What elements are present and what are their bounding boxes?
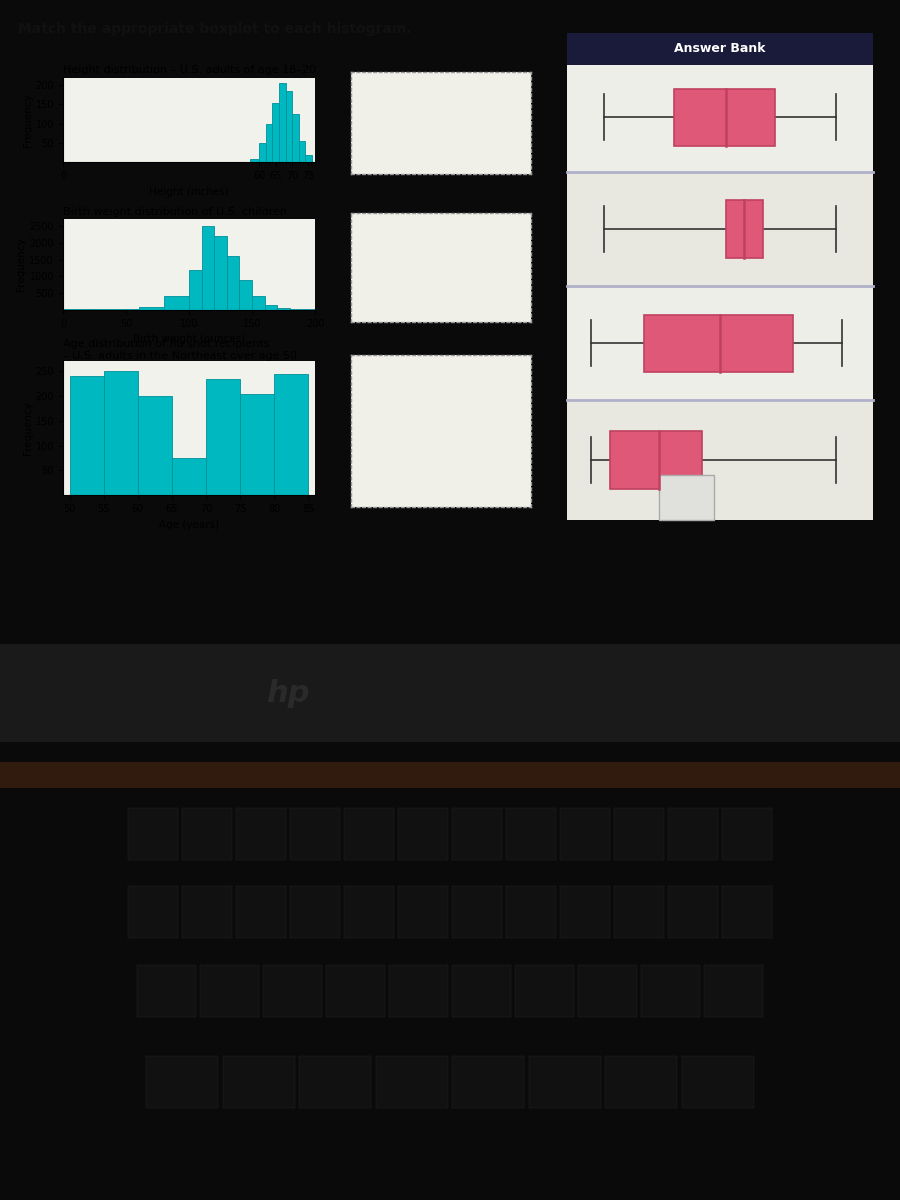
Text: Answer Bank: Answer Bank — [674, 42, 766, 55]
Text: Match the appropriate boxplot to each histogram.: Match the appropriate boxplot to each hi… — [18, 22, 411, 36]
Bar — [299, 142, 305, 162]
Bar — [452, 965, 510, 1016]
Bar — [236, 808, 285, 860]
Bar — [560, 808, 610, 860]
Bar — [290, 808, 339, 860]
Bar — [189, 270, 202, 310]
Bar — [376, 1056, 448, 1109]
Bar — [668, 886, 718, 938]
Bar — [614, 886, 664, 938]
Bar — [128, 808, 177, 860]
Bar — [214, 236, 227, 310]
Bar — [344, 808, 393, 860]
Text: Age distribution of flu shot recipients
– U.S. adults in the Northeast over age : Age distribution of flu shot recipients … — [63, 340, 297, 361]
Bar — [277, 308, 290, 310]
Bar — [452, 808, 502, 860]
Bar — [285, 91, 292, 162]
Bar — [273, 102, 279, 162]
Bar — [579, 965, 637, 1016]
Bar — [668, 808, 718, 860]
Bar — [137, 965, 195, 1016]
Bar — [344, 886, 393, 938]
Bar — [274, 374, 308, 496]
Bar — [398, 808, 447, 860]
Bar — [266, 124, 273, 162]
Bar — [641, 965, 700, 1016]
Bar — [202, 226, 214, 310]
Bar — [290, 886, 339, 938]
Bar — [279, 83, 285, 162]
Bar — [644, 314, 794, 372]
Bar — [249, 160, 259, 162]
Bar — [614, 808, 664, 860]
Bar — [506, 886, 556, 938]
Y-axis label: Frequency: Frequency — [22, 92, 32, 146]
Bar — [182, 886, 231, 938]
Bar — [722, 886, 771, 938]
Bar — [146, 1056, 218, 1109]
Text: Height distribution – U.S. adults of age 18–20: Height distribution – U.S. adults of age… — [63, 65, 316, 76]
Bar — [299, 1056, 371, 1109]
Y-axis label: Frequency: Frequency — [16, 238, 26, 292]
Bar — [172, 458, 206, 496]
Bar — [659, 475, 714, 520]
Bar — [506, 808, 556, 860]
Bar — [722, 808, 771, 860]
Y-axis label: Frequency: Frequency — [22, 402, 32, 455]
Bar — [610, 432, 702, 488]
Bar — [682, 1056, 754, 1109]
Bar — [605, 1056, 677, 1109]
Bar — [138, 396, 172, 496]
Bar — [567, 65, 873, 172]
Bar — [164, 296, 189, 310]
Bar — [389, 965, 448, 1016]
Bar — [70, 377, 104, 496]
Bar — [398, 886, 447, 938]
Bar — [206, 379, 240, 496]
Bar — [452, 1056, 524, 1109]
Bar — [567, 172, 873, 286]
Bar — [529, 1056, 601, 1109]
Bar — [567, 32, 873, 65]
Bar — [560, 886, 610, 938]
Bar — [240, 394, 274, 496]
Bar — [0, 644, 900, 742]
Bar — [223, 1056, 295, 1109]
Bar — [236, 886, 285, 938]
Bar — [239, 280, 252, 310]
X-axis label: Age (years): Age (years) — [159, 520, 219, 530]
Bar — [139, 307, 164, 310]
Bar — [674, 89, 775, 145]
Bar — [305, 155, 311, 162]
Bar — [104, 371, 138, 496]
Text: Birth weight distribution of U.S. children: Birth weight distribution of U.S. childr… — [63, 208, 287, 217]
Text: hp: hp — [266, 679, 310, 708]
X-axis label: Height (inches): Height (inches) — [149, 187, 229, 197]
Bar — [227, 256, 239, 310]
Bar — [200, 965, 259, 1016]
Bar — [0, 762, 900, 788]
Bar — [263, 965, 322, 1016]
Bar — [259, 143, 266, 162]
Bar — [567, 401, 873, 520]
Bar — [182, 808, 231, 860]
Bar — [326, 965, 385, 1016]
Bar — [292, 114, 299, 162]
Bar — [705, 965, 763, 1016]
Bar — [452, 886, 502, 938]
Bar — [252, 296, 265, 310]
X-axis label: Birth weight (ounces): Birth weight (ounces) — [133, 334, 245, 344]
Bar — [567, 286, 873, 401]
Bar — [515, 965, 574, 1016]
Bar — [128, 886, 177, 938]
Bar — [265, 305, 277, 310]
Bar — [726, 200, 763, 258]
